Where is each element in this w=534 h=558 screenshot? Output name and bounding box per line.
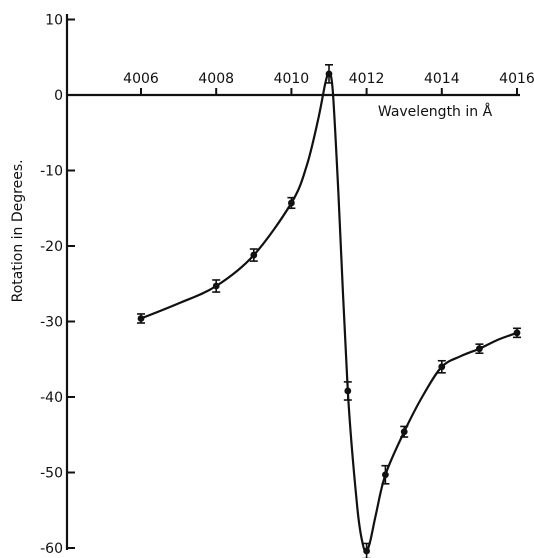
data-point: [250, 251, 258, 259]
x-axis-label: Wavelength in Å: [378, 103, 493, 120]
error-bars: [137, 64, 521, 558]
data-point: [137, 315, 145, 322]
data-point: [212, 282, 220, 290]
y-tick-label: -20: [40, 239, 63, 255]
data-point: [288, 199, 295, 207]
y-tick-label: -60: [40, 541, 63, 557]
x-tick-label: 4014: [424, 71, 460, 87]
y-tick-label: -30: [40, 315, 63, 331]
x-tick-label: 4010: [274, 71, 310, 87]
data-point: [513, 329, 521, 337]
y-tick-label: -40: [40, 390, 63, 406]
x-tick-label: 4012: [349, 71, 385, 87]
data-point: [438, 363, 446, 371]
x-ticks: 4006 4008 4010 4012 4014 4016: [123, 71, 534, 95]
x-tick-label: 4008: [198, 71, 234, 87]
y-tick-label: -50: [40, 466, 63, 482]
y-axis-label: Rotation in Degrees.: [10, 159, 26, 302]
data-point: [363, 547, 370, 555]
data-point: [400, 428, 408, 436]
data-point: [382, 471, 389, 479]
y-ticks: 10 0 -10 -20 -30 -40 -50 -60: [40, 13, 75, 557]
y-tick-label: 10: [45, 13, 63, 29]
axes: [65, 14, 520, 550]
data-point: [476, 345, 483, 353]
data-points: [137, 70, 521, 555]
data-point: [325, 70, 333, 78]
y-tick-label: 0: [54, 88, 63, 104]
x-tick-label: 4006: [123, 71, 159, 87]
data-point: [344, 387, 352, 395]
x-tick-label: 4016: [499, 71, 534, 87]
y-tick-label: -10: [40, 164, 63, 180]
series-curve: [140, 72, 518, 553]
